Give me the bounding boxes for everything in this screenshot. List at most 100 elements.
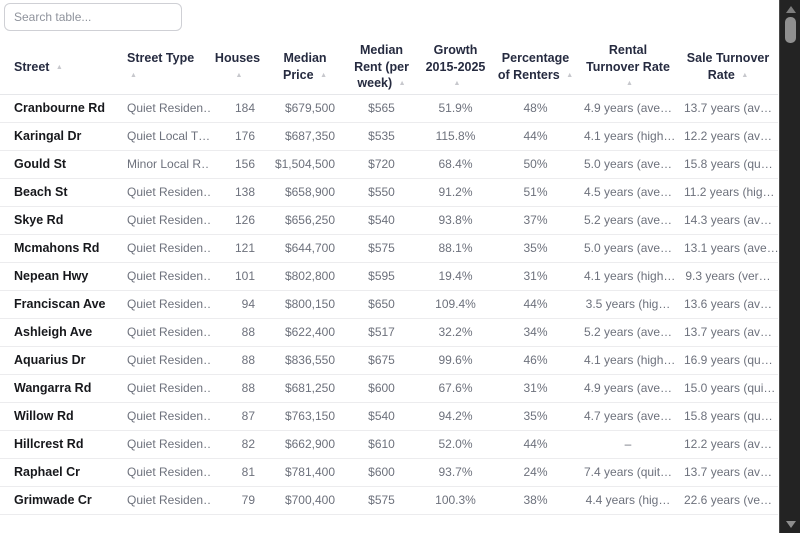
column-header-street[interactable]: Street ▲ (0, 40, 115, 95)
cell-median-rent-per-week: $600 (345, 374, 418, 403)
cell-growth-2015-2025: 93.7% (418, 458, 493, 487)
column-header-houses[interactable]: Houses ▲ (210, 40, 265, 95)
table-row: Grimwade Cr Quiet Residen… 79 $700,400 $575 1… (0, 486, 778, 515)
column-header-rental-turnover-rate[interactable]: Rental Turnover Rate ▲ (578, 40, 678, 95)
cell-rental-turnover-rate: 4.9 years (ave… (578, 374, 678, 403)
table-row: Nepean Hwy Quiet Residen… 101 $802,800 $595 1… (0, 262, 778, 291)
column-header-sale-turnover-rate[interactable]: Sale Turnover Rate ▲ (678, 40, 778, 95)
cell-median-rent-per-week: $610 (345, 430, 418, 459)
cell-houses: 184 (210, 94, 265, 123)
cell-median-price: $700,400 (265, 486, 345, 515)
sort-ascending-icon: ▲ (235, 71, 243, 79)
cell-street-type: Quiet Residen… (115, 318, 210, 347)
cell-growth-2015-2025: 99.6% (418, 346, 493, 375)
cell-street-type: Quiet Residen… (115, 262, 210, 291)
cell-growth-2015-2025: 88.1% (418, 234, 493, 263)
table-row: Cranbourne Rd Quiet Residen… 184 $679,500 $5… (0, 94, 778, 123)
cell-street: Skye Rd (0, 206, 115, 235)
cell-rental-turnover-rate: 4.5 years (ave… (578, 178, 678, 207)
table-row: Franciscan Ave Quiet Residen… 94 $800,150 $6… (0, 290, 778, 319)
cell-sale-turnover-rate: 13.6 years (av… (678, 290, 778, 319)
cell-sale-turnover-rate: 13.7 years (av… (678, 94, 778, 123)
cell-sale-turnover-rate: 12.2 years (av… (678, 430, 778, 459)
cell-sale-turnover-rate: 15.0 years (qui… (678, 374, 778, 403)
table-row: Skye Rd Quiet Residen… 126 $656,250 $540 93.8… (0, 206, 778, 235)
cell-sale-turnover-rate: 15.8 years (qu… (678, 150, 778, 179)
sort-ascending-icon: ▲ (453, 80, 461, 87)
cell-street-type: Quiet Residen… (115, 94, 210, 123)
cell-rental-turnover-rate: 4.1 years (high… (578, 262, 678, 291)
cell-median-price: $781,400 (265, 458, 345, 487)
table-row: Mcmahons Rd Quiet Residen… 121 $644,700 $575… (0, 234, 778, 263)
cell-street: Aquarius Dr (0, 346, 115, 375)
cell-houses: 88 (210, 318, 265, 347)
column-header-median-rent-per-week[interactable]: Median Rent (per week) ▲ (345, 40, 418, 95)
scroll-up-button[interactable] (780, 2, 800, 16)
cell-houses: 88 (210, 346, 265, 375)
cell-houses: 87 (210, 402, 265, 431)
cell-median-rent-per-week: $595 (345, 262, 418, 291)
cell-median-price: $622,400 (265, 318, 345, 347)
cell-percentage-of-renters: 38% (493, 486, 578, 515)
cell-rental-turnover-rate: 7.4 years (quit… (578, 458, 678, 487)
cell-street: Willow Rd (0, 402, 115, 431)
cell-percentage-of-renters: 46% (493, 346, 578, 375)
cell-rental-turnover-rate: – (578, 430, 678, 459)
cell-median-price: $644,700 (265, 234, 345, 263)
vertical-scrollbar[interactable] (779, 0, 800, 533)
table-row: Beach St Quiet Residen… 138 $658,900 $550 91.… (0, 178, 778, 207)
scrollbar-thumb[interactable] (785, 17, 796, 43)
cell-growth-2015-2025: 100.3% (418, 486, 493, 515)
cell-sale-turnover-rate: 11.2 years (hig… (678, 178, 778, 207)
search-input[interactable] (4, 3, 182, 31)
cell-median-rent-per-week: $540 (345, 206, 418, 235)
cell-growth-2015-2025: 68.4% (418, 150, 493, 179)
table-row: Ashleigh Ave Quiet Residen… 88 $622,400 $517… (0, 318, 778, 347)
cell-median-rent-per-week: $675 (345, 346, 418, 375)
cell-growth-2015-2025: 51.9% (418, 94, 493, 123)
column-header-percentage-of-renters[interactable]: Percentage of Renters ▲ (493, 40, 578, 95)
table-row: Aquarius Dr Quiet Residen… 88 $836,550 $675 9… (0, 346, 778, 375)
cell-street-type: Quiet Residen… (115, 402, 210, 431)
cell-growth-2015-2025: 52.0% (418, 430, 493, 459)
cell-median-rent-per-week: $650 (345, 290, 418, 319)
cell-street: Nepean Hwy (0, 262, 115, 291)
cell-houses: 138 (210, 178, 265, 207)
cell-street: Beach St (0, 178, 115, 207)
cell-median-price: $800,150 (265, 290, 345, 319)
table-row: Gould St Minor Local R… 156 $1,504,500 $720 6… (0, 150, 778, 179)
scroll-down-button[interactable] (780, 517, 800, 531)
cell-street-type: Quiet Residen… (115, 486, 210, 515)
cell-street-type: Quiet Residen… (115, 374, 210, 403)
cell-rental-turnover-rate: 4.9 years (ave… (578, 94, 678, 123)
cell-street: Karingal Dr (0, 122, 115, 151)
cell-growth-2015-2025: 109.4% (418, 290, 493, 319)
cell-rental-turnover-rate: 3.5 years (hig… (578, 290, 678, 319)
column-header-growth-2015-2025[interactable]: Growth 2015-2025 ▲ (418, 40, 493, 95)
cell-houses: 121 (210, 234, 265, 263)
cell-percentage-of-renters: 31% (493, 374, 578, 403)
cell-median-rent-per-week: $575 (345, 234, 418, 263)
streets-table: Street ▲ Street Type ▲ Houses ▲ Median Pric… (0, 40, 778, 515)
sort-ascending-icon: ▲ (55, 63, 63, 71)
cell-median-rent-per-week: $517 (345, 318, 418, 347)
cell-rental-turnover-rate: 5.2 years (ave… (578, 318, 678, 347)
cell-sale-turnover-rate: 15.8 years (qu… (678, 402, 778, 431)
cell-percentage-of-renters: 24% (493, 458, 578, 487)
cell-percentage-of-renters: 37% (493, 206, 578, 235)
column-header-label: Median Price (282, 51, 327, 82)
cell-houses: 156 (210, 150, 265, 179)
cell-growth-2015-2025: 19.4% (418, 262, 493, 291)
cell-sale-turnover-rate: 9.3 years (ver… (678, 262, 778, 291)
column-header-median-price[interactable]: Median Price ▲ (265, 40, 345, 95)
cell-growth-2015-2025: 91.2% (418, 178, 493, 207)
cell-houses: 101 (210, 262, 265, 291)
cell-median-price: $656,250 (265, 206, 345, 235)
cell-street-type: Quiet Residen… (115, 290, 210, 319)
cell-street: Franciscan Ave (0, 290, 115, 319)
cell-houses: 94 (210, 290, 265, 319)
cell-sale-turnover-rate: 14.3 years (av… (678, 206, 778, 235)
cell-median-price: $681,250 (265, 374, 345, 403)
column-header-street-type[interactable]: Street Type ▲ (115, 40, 210, 95)
